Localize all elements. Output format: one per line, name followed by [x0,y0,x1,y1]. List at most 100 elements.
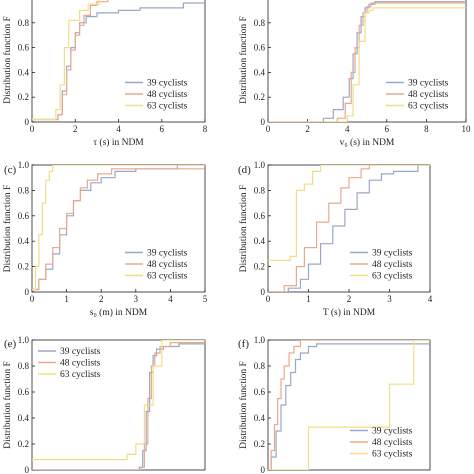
series-line-63-cyclists [268,165,430,261]
y-tick-label: 1.0 [18,335,30,345]
x-axis-label: v₀ (s) in NDM [340,137,395,148]
x-tick-label: 10 [462,124,472,134]
x-tick-label: 4 [168,294,173,304]
y-tick-label: 0.4 [254,413,266,423]
panel-e: 0 0.2 0.4 0.6 0.8 1.0 Distribution function F (… [2,335,206,474]
y-tick-label: 0.6 [18,43,30,53]
x-tick-label: 6 [160,124,165,134]
x-tick-label: 1 [306,294,311,304]
x-tick-label: 0 [266,294,271,304]
series-line-48-cyclists [32,342,205,470]
y-tick-label: 0.2 [254,92,265,102]
y-tick-label: 0 [25,117,30,127]
series-line-63-cyclists [268,7,466,122]
plot-frame [267,0,467,123]
y-tick-label: 0.8 [254,361,266,371]
legend-label: 39 cyclists [372,427,413,437]
panel-c: 0 0.2 0.4 0.6 0.8 1.0 0 1 2 3 4 5 s₀ (m) in NDM Distr… [2,160,208,318]
x-tick-label: 2 [305,124,310,134]
legend-label: 48 cyclists [60,359,101,369]
y-tick-label: 0.2 [18,92,29,102]
legend-label: 63 cyclists [372,450,413,460]
y-tick-label: 0.6 [18,387,30,397]
legend-label: 63 cyclists [147,272,188,282]
y-tick-label: 0.8 [254,18,266,28]
legend-label: 48 cyclists [147,260,188,270]
y-tick-label: 0 [25,287,30,297]
y-tick-label: 0.2 [18,439,29,449]
y-axis-label: Distribution function F [2,361,13,449]
y-axis-label: Distribution function F [238,16,249,104]
legend-label: 48 cyclists [372,438,413,448]
panel-f: 0 0.2 0.4 0.6 0.8 1.0 Distribution function F (… [238,335,431,474]
y-tick-label: 0.8 [18,361,30,371]
x-tick-label: 2 [73,124,78,134]
y-axis-label: Distribution function F [2,185,13,273]
panel-label: (c) [4,164,17,176]
y-axis-label: Distribution function F [238,361,249,449]
panel-label: (f) [238,338,249,350]
series-line-48-cyclists [32,168,205,291]
x-tick-label: 0 [30,294,35,304]
x-tick-label: 3 [387,294,392,304]
y-tick-label: 0 [25,465,30,474]
series-line-48-cyclists [268,340,430,470]
x-tick-label: 3 [134,294,139,304]
x-tick-label: 6 [385,124,390,134]
y-tick-label: 1.0 [254,160,266,170]
legend-label: 63 cyclists [60,370,101,380]
y-tick-label: 0.4 [18,236,30,246]
series-line-63-cyclists [32,165,205,291]
series-line-39-cyclists [32,343,205,470]
y-tick-label: 0 [261,287,266,297]
y-tick-label: 0.6 [254,211,266,221]
y-tick-label: 1.0 [18,160,30,170]
x-axis-label: s₀ (m) in NDM [90,307,148,318]
series-line-48-cyclists [268,2,466,122]
y-tick-label: 0.8 [18,18,30,28]
legend-label: 39 cyclists [408,79,449,89]
y-axis-label: Distribution function F [238,185,249,273]
y-tick-label: 0.4 [254,67,266,77]
series-line-39-cyclists [268,165,430,292]
y-tick-label: 0 [261,465,266,474]
x-tick-label: 8 [203,124,208,134]
x-tick-label: 8 [424,124,429,134]
series-line-39-cyclists [268,343,430,470]
legend-label: 48 cyclists [147,90,188,100]
panel-a: 0 0.2 0.4 0.6 0.8 0 2 4 6 8 τ (s) in NDM Distributi… [2,0,208,148]
y-axis-label: Distribution function F [2,16,13,104]
x-axis-label: τ (s) in NDM [93,137,144,148]
x-tick-label: 0 [266,124,271,134]
legend-label: 63 cyclists [147,102,188,112]
x-tick-label: 4 [345,124,350,134]
legend-label: 63 cyclists [372,272,413,282]
y-tick-label: 0.4 [18,413,30,423]
y-tick-label: 0.6 [18,211,30,221]
y-tick-label: 0.6 [254,43,266,53]
x-tick-label: 4 [428,294,433,304]
y-tick-label: 0.8 [254,185,266,195]
x-tick-label: 0 [30,124,35,134]
legend-label: 48 cyclists [372,260,413,270]
x-tick-label: 2 [99,294,104,304]
y-tick-label: 1.0 [254,335,266,345]
y-tick-label: 0 [261,117,266,127]
legend-label: 48 cyclists [408,90,449,100]
x-axis-label: T (s) in NDM [323,307,376,318]
legend-label: 39 cyclists [372,249,413,259]
y-tick-label: 0.4 [254,236,266,246]
y-tick-label: 0.4 [18,67,30,77]
panel-label: (d) [238,164,251,176]
x-tick-label: 2 [347,294,352,304]
series-line-48-cyclists [32,0,109,121]
y-tick-label: 0.8 [18,185,30,195]
y-tick-label: 0.2 [254,262,265,272]
legend-label: 39 cyclists [147,249,188,259]
legend-label: 39 cyclists [60,347,101,357]
x-tick-label: 4 [116,124,121,134]
x-tick-label: 5 [203,294,208,304]
y-tick-label: 0.6 [254,387,266,397]
legend-label: 39 cyclists [147,79,188,89]
